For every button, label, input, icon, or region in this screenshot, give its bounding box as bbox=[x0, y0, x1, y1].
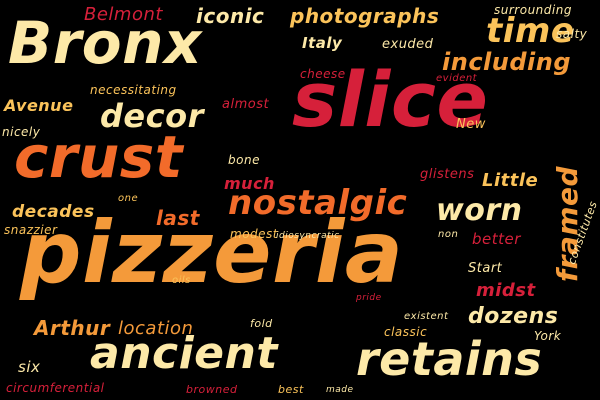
word-pizzeria: pizzeria bbox=[20, 203, 404, 303]
word-decor: decor bbox=[100, 97, 204, 135]
word-non: non bbox=[438, 229, 459, 240]
word-made: made bbox=[326, 385, 354, 395]
word-better: better bbox=[472, 230, 521, 248]
word-browned: browned bbox=[186, 383, 238, 396]
word-york: York bbox=[534, 329, 562, 343]
word-almost: almost bbox=[222, 97, 270, 112]
word-fold: fold bbox=[250, 317, 273, 330]
word-slice: slice bbox=[292, 55, 489, 144]
word-oils: oils bbox=[172, 275, 191, 286]
word-modest: modest bbox=[230, 227, 278, 241]
word-decades: decades bbox=[12, 202, 95, 222]
word-bone: bone bbox=[228, 153, 260, 167]
word-nicely: nicely bbox=[2, 125, 41, 139]
word-location: location bbox=[118, 318, 194, 339]
word-ancient: ancient bbox=[90, 328, 278, 379]
word-new: New bbox=[456, 117, 486, 132]
word-circumferential: circumferential bbox=[6, 381, 105, 395]
word-evident: evident bbox=[436, 73, 478, 84]
word-photographs: photographs bbox=[290, 4, 440, 28]
word-classic: classic bbox=[384, 325, 428, 339]
word-pride: pride bbox=[356, 293, 382, 303]
word-last: last bbox=[156, 206, 200, 230]
word-crust: crust bbox=[14, 123, 184, 191]
word-nostalgic: nostalgic bbox=[228, 183, 408, 223]
word-much: much bbox=[224, 174, 275, 193]
word-including: including bbox=[442, 48, 572, 76]
word-worn: worn bbox=[436, 193, 523, 228]
word-dozens: dozens bbox=[468, 304, 559, 329]
word-bronx: Bronx bbox=[8, 9, 202, 77]
word-cheese: cheese bbox=[300, 67, 346, 81]
word-arthur: Arthur bbox=[34, 316, 111, 340]
word-glistens: glistens bbox=[420, 167, 475, 182]
word-time: time bbox=[486, 11, 575, 51]
word-six: six bbox=[18, 358, 41, 376]
word-italy: Italy bbox=[302, 34, 343, 52]
word-existent: existent bbox=[404, 311, 449, 322]
word-iconic: iconic bbox=[196, 4, 265, 28]
word-little: Little bbox=[482, 170, 539, 191]
word-midst: midst bbox=[476, 280, 536, 301]
word-belmont: Belmont bbox=[84, 4, 163, 25]
word-idiosyncratic: idiosyncratic bbox=[276, 231, 340, 241]
word-one: one bbox=[118, 193, 139, 204]
word-surrounding: surrounding bbox=[494, 3, 572, 17]
word-necessitating: necessitating bbox=[90, 83, 177, 97]
word-exuded: exuded bbox=[382, 37, 434, 52]
word-salty: salty bbox=[556, 27, 588, 41]
word-avenue: Avenue bbox=[4, 96, 74, 115]
word-retains: retains bbox=[356, 332, 543, 386]
word-best: best bbox=[278, 383, 304, 396]
word-snazzier: snazzier bbox=[4, 223, 58, 237]
word-start: Start bbox=[468, 261, 503, 276]
